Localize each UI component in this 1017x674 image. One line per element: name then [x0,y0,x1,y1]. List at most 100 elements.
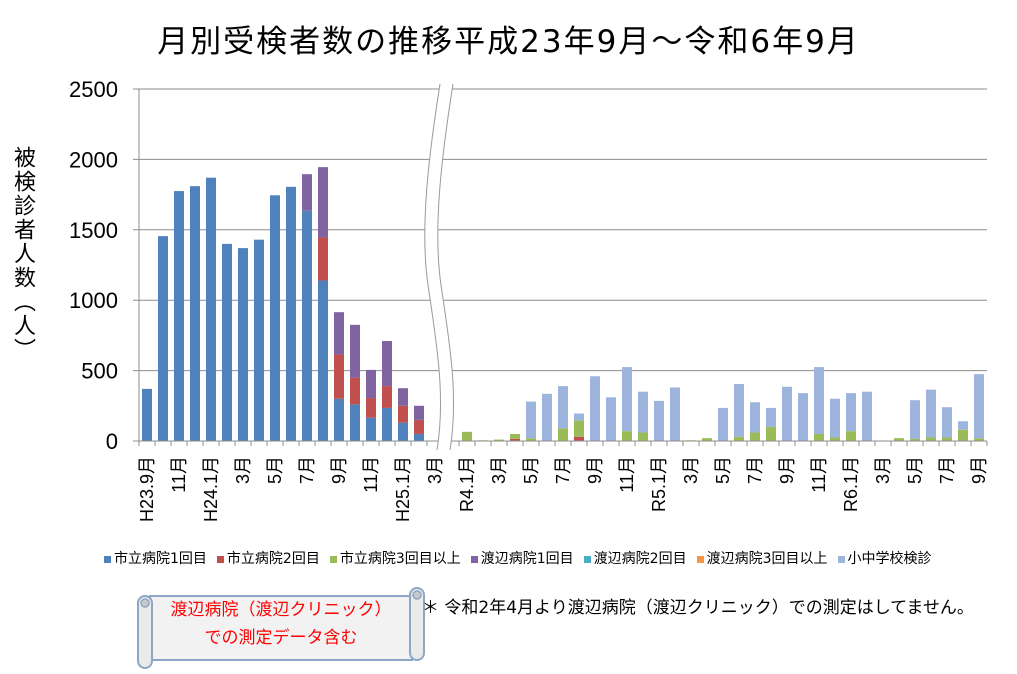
bar-segment [574,420,584,437]
bar-segment [926,389,936,438]
legend-swatch [583,555,591,563]
bar-segment [286,186,296,441]
bar-segment [926,437,936,441]
bar-segment [350,404,360,441]
axes [138,89,988,446]
bar-segment [318,237,328,281]
bar-segment [814,367,824,434]
legend-label: 渡辺病院2回目 [593,551,687,567]
x-tick-label: 3月 [233,456,253,484]
bar-segment [766,407,776,427]
bar-segment [318,280,328,441]
bars [142,167,984,442]
bar-segment [302,174,312,211]
y-tick-label: 500 [81,359,118,384]
bar-segment [846,431,856,441]
legend-label: 市立病院2回目 [226,551,320,567]
x-tick-label: 9月 [969,456,989,484]
x-tick-label: 7月 [553,456,573,484]
y-tick-label: 2000 [69,147,118,172]
legend-item: 渡辺病院2回目 [583,549,687,569]
annotation-line-2: での測定データ含む [204,628,358,648]
x-tick-labels: H23.9月 11月 H24.1月 3月 5月 7月 9月 11月 H25.1月 3月 R4.1月 3… [137,456,989,522]
legend-label: 市立病院3回目以上 [339,551,461,567]
bar-segment [462,431,472,441]
bar-segment [414,419,424,434]
bar-segment [654,400,664,441]
bar-segment [238,248,248,441]
bar-segment [222,243,232,441]
legend-swatch [470,555,478,563]
bar-segment [366,398,376,418]
bar-segment [398,405,408,423]
bar-segment [734,383,744,437]
x-tick-label: 3月 [681,456,701,484]
bar-segment [526,438,536,441]
bar-segment [718,407,728,441]
bar-segment [750,432,760,441]
bar-segment [910,438,920,441]
bar-segment [846,393,856,432]
legend: 市立病院1回目 市立病院2回目 市立病院3回目以上 渡辺病院1回目 渡辺病院2回目 渡辺病… [104,549,932,569]
x-tick-label: 5月 [265,456,285,484]
bar-segment [702,438,712,441]
bar-segment [814,433,824,441]
bar-segment [798,393,808,441]
x-tick-label: 11月 [809,456,829,493]
bar-segment [334,354,344,399]
bar-segment [366,369,376,399]
legend-item: 渡辺病院1回目 [470,549,574,569]
bar-segment [158,236,168,441]
chart-title: 月別受検者数の推移平成23年9月～令和6年9月 [157,24,860,60]
bar-segment [334,312,344,355]
scroll-shape [137,587,425,669]
bar-segment [526,401,536,439]
bar-segment [510,433,520,439]
bar-segment [318,167,328,238]
bar-segment [622,367,632,432]
legend-item: 市立病院2回目 [216,549,320,569]
x-tick-label: 9月 [585,456,605,484]
bar-segment [254,239,264,441]
bar-segment [558,428,568,441]
bar-segment [638,432,648,441]
bar-segment [830,398,840,438]
axis-break-mark [424,83,455,451]
y-tick-label: 1500 [69,218,118,243]
legend-label: 渡辺病院1回目 [480,551,574,567]
bar-segment [382,407,392,441]
bar-segment [782,386,792,441]
x-tick-label: 5月 [521,456,541,484]
legend-swatch [837,555,845,563]
bar-segment [766,426,776,441]
x-tick-label: 7月 [937,456,957,484]
legend-label: 小中学校検診 [847,551,932,567]
bar-segment [270,195,280,441]
bar-segment [734,436,744,441]
legend-label: 渡辺病院3回目以上 [706,551,828,567]
bar-segment [302,210,312,441]
bar-segment [366,417,376,441]
x-tick-label: R5.1月 [649,456,669,512]
x-tick-label: 9月 [329,456,349,484]
bar-segment [494,439,504,441]
legend-swatch [104,555,111,563]
bar-segment [206,177,216,442]
footnote: ＊ 令和2年4月より渡辺病院（渡辺クリニック）での測定はしてません。 [422,598,974,618]
bar-segment [190,186,200,441]
legend-item: 市立病院3回目以上 [329,549,461,569]
x-tick-label: 7月 [297,456,317,484]
bar-segment [862,391,872,441]
legend-label: 市立病院1回目 [114,551,207,567]
x-tick-label: 7月 [745,456,765,484]
bar-segment [830,437,840,441]
legend-swatch [216,555,224,563]
x-tick-label: R4.1月 [457,456,477,512]
bar-segment [542,393,552,441]
x-tick-label: 9月 [777,456,797,484]
bar-segment [174,191,184,441]
bar-segment [414,405,424,420]
y-axis-label: 被検診者人数（人） [10,146,35,362]
bar-segment [574,413,584,421]
x-tick-label: R6.1月 [841,456,861,512]
